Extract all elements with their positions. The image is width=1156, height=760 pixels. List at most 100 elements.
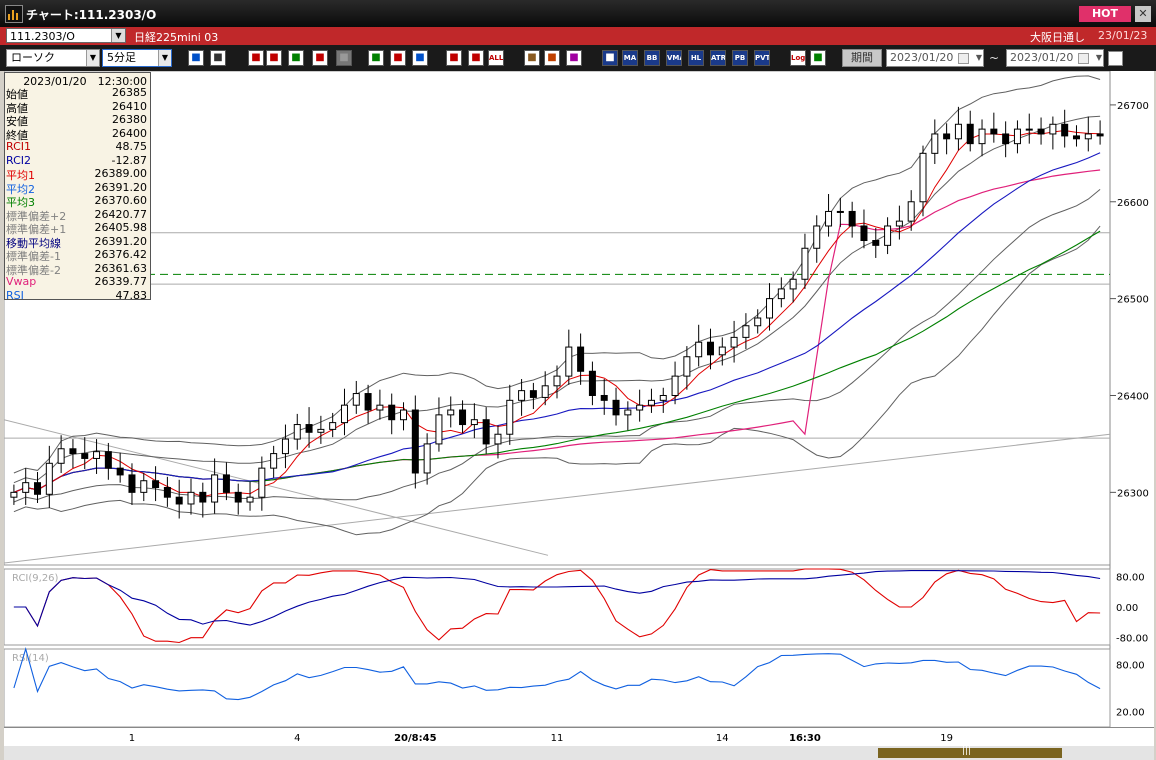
data-row: 標準偏差+1 26405.98 xyxy=(5,221,150,236)
candle-body xyxy=(777,288,785,300)
rci-panel-label: RCI(9,26) xyxy=(12,573,59,584)
candle-body xyxy=(234,491,242,503)
data-row-label: 平均1 xyxy=(6,169,35,182)
data-row: 移動平均線 26391.20 xyxy=(5,234,150,250)
palette-icon[interactable]: ■ xyxy=(566,50,582,66)
candle-body xyxy=(104,451,112,469)
data-row-value: 26400 xyxy=(112,126,147,140)
candle-body xyxy=(258,467,266,498)
ma-button[interactable]: MA xyxy=(622,50,638,66)
candle-b-icon[interactable]: ■ xyxy=(468,50,484,66)
tool-plusminus-icon[interactable]: ■ xyxy=(312,50,328,66)
chevron-down-icon[interactable]: ▼ xyxy=(975,53,982,62)
candle-body xyxy=(825,210,833,227)
tool-disabled-icon[interactable]: ■ xyxy=(336,50,352,66)
data-row-value: 26391.20 xyxy=(94,234,148,248)
time-tick-label: 4 xyxy=(294,733,301,744)
date-from-picker[interactable]: 2023/01/20 ▼ xyxy=(886,49,984,67)
atr-button[interactable]: ATR xyxy=(710,50,726,66)
wrench-icon[interactable]: ■ xyxy=(544,50,560,66)
candle-body xyxy=(211,474,219,503)
candle-body xyxy=(293,424,301,440)
data-row: 安値 26380 xyxy=(5,113,150,128)
range-checkbox[interactable] xyxy=(1108,51,1123,66)
candle-body xyxy=(884,225,892,246)
candle-body xyxy=(766,298,774,319)
data-row-value: -12.87 xyxy=(111,153,147,167)
candle-body xyxy=(577,346,585,372)
log-button[interactable]: Log xyxy=(790,50,806,66)
candle-body xyxy=(943,133,951,140)
candle-body xyxy=(683,356,691,377)
candle-body xyxy=(919,152,927,203)
bb-button[interactable]: BB xyxy=(644,50,660,66)
horizontal-scrollbar[interactable]: ||| xyxy=(4,746,1154,760)
candle-body xyxy=(1049,123,1057,135)
time-tick-label: 19 xyxy=(940,733,953,744)
data-row-value: 47.83 xyxy=(115,288,148,302)
chevron-down-icon[interactable]: ▼ xyxy=(158,50,171,66)
window-title: チャート:111.2303/O xyxy=(26,8,157,22)
candle-body xyxy=(1002,133,1010,145)
candle-body xyxy=(281,438,289,455)
candle-body xyxy=(636,404,644,411)
chevron-down-icon[interactable]: ▼ xyxy=(1095,53,1102,62)
candle-body xyxy=(411,409,419,474)
hot-button[interactable]: HOT xyxy=(1079,6,1131,22)
candle-body xyxy=(1013,128,1021,145)
price-chart-svg[interactable]: 26700 26600 26500 26400 26300 RCI(9,26) 80.00 0… xyxy=(4,71,1154,727)
tool-arrow-down-icon[interactable]: ■ xyxy=(248,50,264,66)
data-row-value: 26361.63 xyxy=(94,261,148,275)
scrollbar-thumb[interactable]: ||| xyxy=(878,746,1062,758)
calendar-icon[interactable] xyxy=(1078,53,1089,64)
settings-icon[interactable]: ■ xyxy=(524,50,540,66)
undo-icon[interactable]: ■ xyxy=(412,50,428,66)
candle-body xyxy=(470,419,478,426)
candle-body xyxy=(659,394,667,401)
time-tick-label: 20/8:45 xyxy=(394,733,437,744)
period-button[interactable]: 期間 xyxy=(842,49,882,67)
candle-body xyxy=(22,482,30,493)
candle-body xyxy=(1096,133,1104,137)
candle-a-icon[interactable]: ■ xyxy=(446,50,462,66)
cursor-icon[interactable]: ■ xyxy=(390,50,406,66)
export-icon[interactable]: ■ xyxy=(810,50,826,66)
rci-panel xyxy=(4,568,1111,646)
date-to-picker[interactable]: 2023/01/20 ▼ xyxy=(1006,49,1104,67)
candle-body xyxy=(801,247,809,280)
hl-button[interactable]: HL xyxy=(688,50,704,66)
candle-body xyxy=(459,409,467,426)
candle-body xyxy=(907,201,915,222)
data-row: 標準偏差-1 26376.42 xyxy=(5,248,150,263)
data-row-value: 26339.77 xyxy=(94,275,148,288)
data-window: 2023/01/20 12:30:00 始値 26385 高値 26410 安値 2638… xyxy=(4,72,151,302)
calendar-icon[interactable] xyxy=(958,53,969,64)
data-row-value: 26380 xyxy=(112,113,147,126)
close-button[interactable]: ✕ xyxy=(1135,6,1151,22)
rsi-tick-label: 20.00 xyxy=(1116,707,1145,718)
trend-line xyxy=(4,433,1111,564)
pvt-button[interactable]: PVT xyxy=(754,50,770,66)
vma-button[interactable]: VMA xyxy=(666,50,682,66)
candle-body xyxy=(706,341,714,356)
chart-type-select[interactable]: ローソク ▼ xyxy=(6,49,100,67)
candle-body xyxy=(388,404,396,421)
all-button[interactable]: ALL xyxy=(488,50,504,66)
interval-select[interactable]: 5分足 ▼ xyxy=(102,49,172,67)
symbol-select[interactable]: 111.2303/O ▼ xyxy=(6,28,126,43)
zoom-icon[interactable]: ■ xyxy=(188,50,204,66)
candle-body xyxy=(730,336,738,348)
split-icon[interactable]: ■ xyxy=(210,50,226,66)
chevron-down-icon[interactable]: ▼ xyxy=(111,29,125,42)
tool-search-icon[interactable]: ■ xyxy=(266,50,282,66)
candle-body xyxy=(352,393,360,406)
chevron-down-icon[interactable]: ▼ xyxy=(86,50,99,66)
pb-button[interactable]: PB xyxy=(732,50,748,66)
data-window-datetime: 2023/01/20 12:30:00 xyxy=(23,75,147,88)
tool-chart-icon[interactable]: ■ xyxy=(288,50,304,66)
grid-icon[interactable]: ■ xyxy=(602,50,618,66)
data-row: RCI2 -12.87 xyxy=(5,154,150,168)
draw-line-icon[interactable]: ■ xyxy=(368,50,384,66)
chart-area[interactable]: 26700 26600 26500 26400 26300 RCI(9,26) 80.00 0… xyxy=(4,71,1154,755)
data-row-label: 平均3 xyxy=(6,196,35,209)
